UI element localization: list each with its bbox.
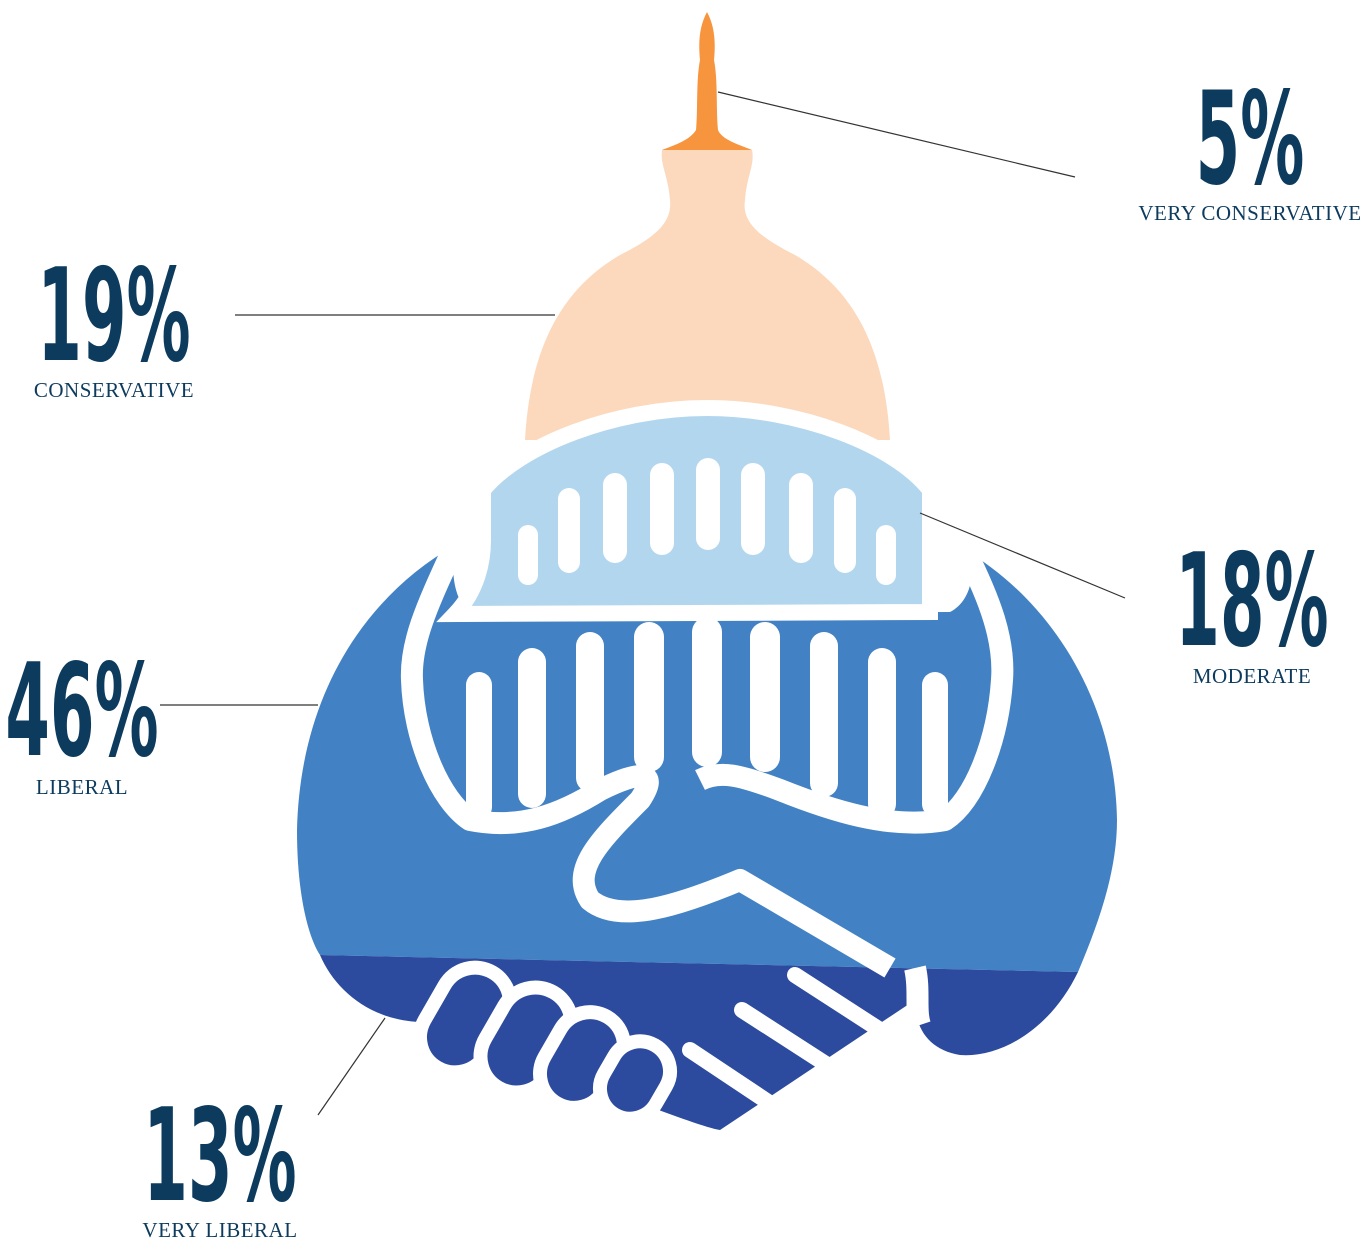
- column: [518, 648, 546, 808]
- columns: [466, 458, 948, 820]
- percent-label: 5%: [1196, 64, 1305, 213]
- leader-lines: [160, 91, 1126, 1116]
- segment: [525, 150, 890, 440]
- column: [834, 488, 856, 573]
- percent-label: 18%: [1175, 526, 1328, 675]
- column: [876, 525, 896, 585]
- column: [922, 672, 948, 817]
- column: [741, 463, 765, 555]
- category-label: MODERATE: [1193, 664, 1311, 688]
- decoration: [400, 458, 1014, 1126]
- leader-line: [919, 512, 1126, 599]
- labels: 5%VERY CONSERVATIVE 19%CONSERVATIVE 18%MOD…: [5, 64, 1361, 1240]
- capitol-graphic: [297, 12, 1117, 1130]
- column: [696, 458, 720, 550]
- leader-line: [317, 1017, 386, 1116]
- percent-label: 46%: [5, 636, 158, 785]
- finger: [593, 1034, 677, 1126]
- category-label: LIBERAL: [36, 775, 128, 799]
- category-label: VERY LIBERAL: [142, 1218, 297, 1240]
- finger-line: [787, 967, 888, 1038]
- column: [789, 473, 813, 563]
- fingers: [413, 960, 677, 1126]
- finger-line: [734, 1002, 843, 1078]
- outline: [400, 540, 896, 978]
- outline: [904, 965, 931, 1029]
- segment: [662, 12, 752, 150]
- column: [868, 648, 896, 818]
- column: [650, 463, 674, 555]
- column: [634, 622, 664, 772]
- column: [518, 525, 538, 585]
- outline: [695, 545, 1014, 834]
- finger-lines: [682, 967, 888, 1118]
- column: [558, 488, 580, 573]
- column: [750, 622, 780, 772]
- column: [692, 617, 722, 767]
- leader-line: [717, 91, 1076, 178]
- finger-line: [682, 1042, 788, 1118]
- percent-label: 19%: [37, 241, 190, 390]
- category-label: VERY CONSERVATIVE: [1138, 201, 1361, 225]
- column: [810, 632, 838, 797]
- percent-label: 13%: [143, 1081, 296, 1230]
- column: [466, 672, 492, 820]
- column: [576, 632, 604, 792]
- category-label: CONSERVATIVE: [34, 378, 194, 402]
- column: [603, 473, 627, 563]
